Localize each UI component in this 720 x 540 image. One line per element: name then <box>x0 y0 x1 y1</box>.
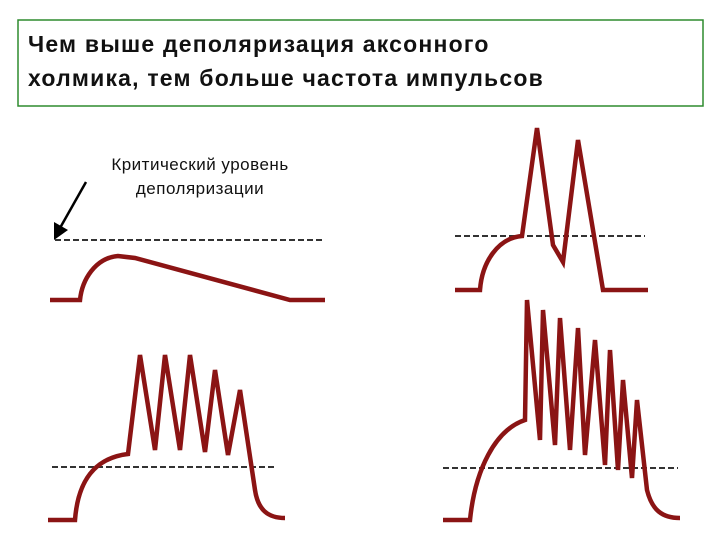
annotation-line: деполяризации <box>136 179 264 198</box>
title-line: Чем выше деполяризация аксонного <box>28 31 490 57</box>
panel-subthreshold <box>50 239 325 303</box>
arrow <box>54 181 88 240</box>
title-box <box>17 19 704 107</box>
annotation-line: Критический уровень <box>111 155 288 174</box>
panel-two-spikes <box>455 127 648 293</box>
panel-many-spikes <box>443 299 681 523</box>
title-line: холмика, тем больше частота импульсов <box>28 65 544 91</box>
panel-five-spikes <box>48 354 286 523</box>
